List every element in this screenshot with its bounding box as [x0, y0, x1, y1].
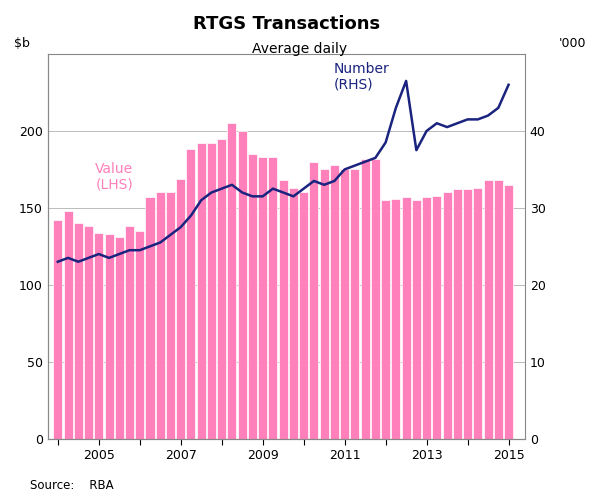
Bar — [463, 189, 472, 439]
Bar — [125, 226, 134, 439]
Bar — [238, 131, 247, 439]
Text: Number
(RHS): Number (RHS) — [334, 62, 390, 92]
Bar — [84, 226, 93, 439]
Bar — [412, 200, 421, 439]
Bar — [94, 233, 103, 439]
Bar — [135, 231, 144, 439]
Bar — [330, 165, 339, 439]
Bar — [453, 189, 462, 439]
Bar — [401, 197, 410, 439]
Bar — [422, 197, 431, 439]
Bar — [145, 197, 155, 439]
Bar — [443, 192, 452, 439]
Bar — [64, 211, 73, 439]
Bar — [310, 162, 319, 439]
Text: $b: $b — [14, 37, 30, 50]
Bar — [371, 159, 380, 439]
Bar — [197, 143, 206, 439]
Bar — [258, 157, 267, 439]
Bar — [268, 157, 277, 439]
Bar — [207, 143, 216, 439]
Text: Source:    RBA: Source: RBA — [30, 479, 113, 492]
Bar — [381, 200, 390, 439]
Bar — [320, 169, 329, 439]
Bar — [433, 196, 442, 439]
Bar — [361, 159, 370, 439]
Bar — [227, 123, 236, 439]
Bar — [166, 192, 175, 439]
Bar — [391, 199, 400, 439]
Bar — [299, 192, 308, 439]
Bar — [484, 180, 493, 439]
Text: Average daily: Average daily — [253, 42, 347, 56]
Bar — [187, 150, 196, 439]
Bar — [504, 185, 513, 439]
Bar — [494, 180, 503, 439]
Bar — [53, 220, 62, 439]
Bar — [217, 139, 226, 439]
Text: '000: '000 — [559, 37, 586, 50]
Text: Value
(LHS): Value (LHS) — [95, 162, 133, 192]
Bar — [104, 234, 113, 439]
Bar — [176, 178, 185, 439]
Bar — [350, 169, 359, 439]
Bar — [156, 192, 165, 439]
Bar — [340, 169, 349, 439]
Bar — [473, 188, 482, 439]
Bar — [278, 180, 287, 439]
Bar — [289, 188, 298, 439]
Bar — [74, 223, 83, 439]
Bar — [115, 237, 124, 439]
Bar — [248, 154, 257, 439]
Title: RTGS Transactions: RTGS Transactions — [193, 15, 380, 33]
